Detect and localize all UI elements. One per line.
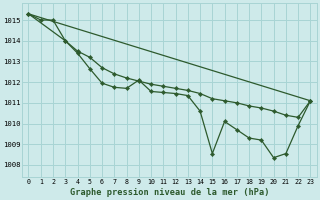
X-axis label: Graphe pression niveau de la mer (hPa): Graphe pression niveau de la mer (hPa) xyxy=(70,188,269,197)
